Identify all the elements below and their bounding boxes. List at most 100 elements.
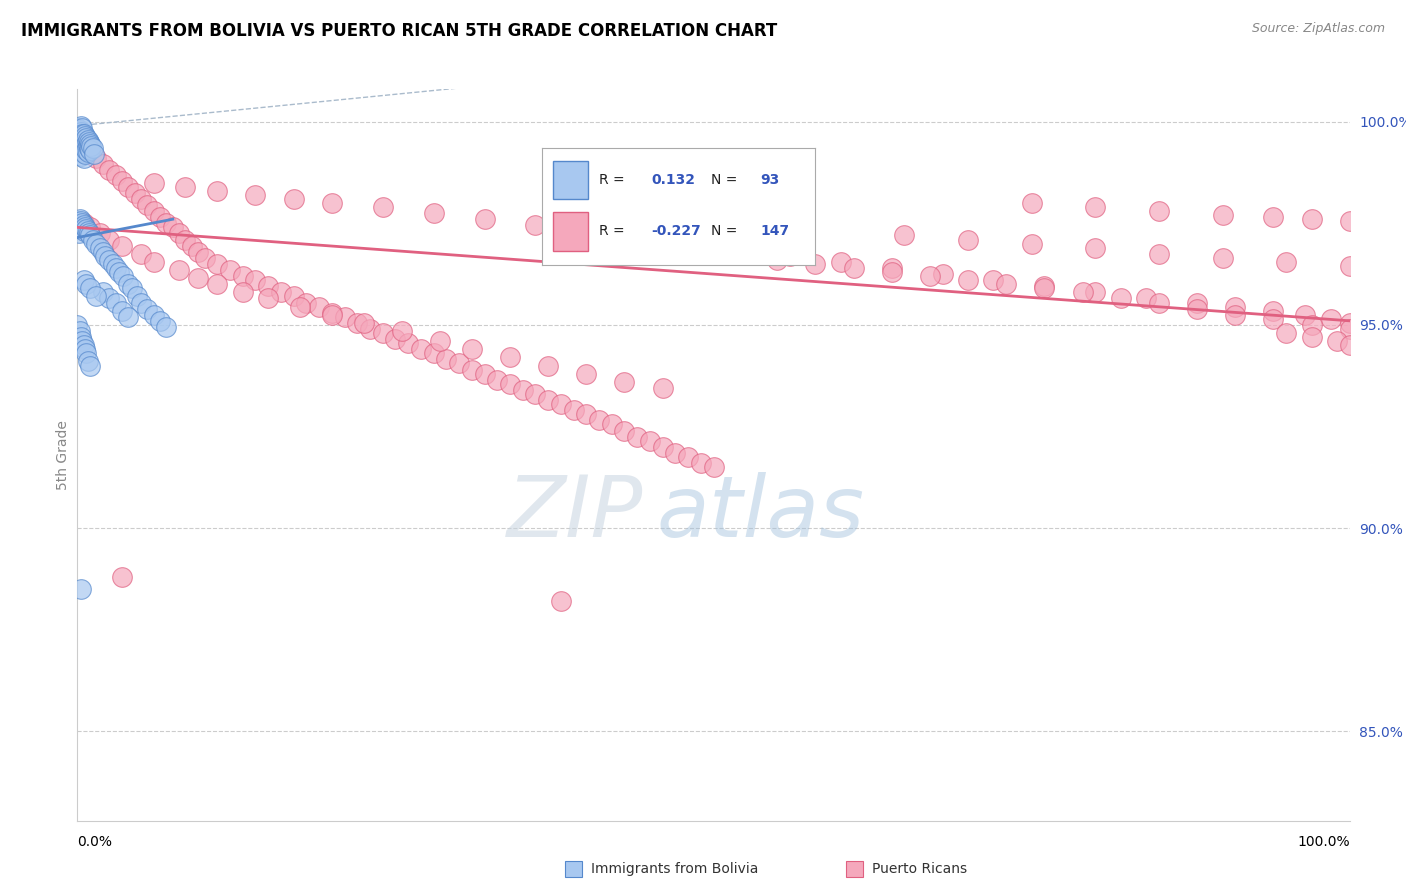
Point [321, 306, 343, 320]
Point [308, 300, 330, 314]
Point [86, 236, 108, 251]
Point [664, 446, 686, 460]
Point [1212, 208, 1234, 222]
Point [434, 352, 457, 367]
Point [66, 214, 89, 228]
Point [728, 243, 751, 257]
Point [149, 314, 172, 328]
Point [72, 216, 94, 230]
Point [77, 141, 100, 155]
Point [1021, 236, 1043, 251]
Point [703, 460, 725, 475]
Point [77, 227, 100, 241]
Point [880, 265, 903, 279]
Point [537, 359, 560, 373]
Point [73, 219, 96, 233]
Point [75, 143, 97, 157]
Text: 0.0%: 0.0% [77, 835, 112, 849]
Point [391, 324, 413, 338]
Point [429, 334, 451, 348]
Point [70, 214, 93, 228]
Point [346, 316, 368, 330]
Point [575, 407, 598, 421]
Point [108, 265, 131, 279]
Point [104, 260, 127, 275]
Point [384, 332, 406, 346]
Point [626, 430, 648, 444]
Point [121, 281, 143, 295]
Point [842, 260, 865, 275]
Point [76, 139, 98, 153]
Point [91, 285, 114, 300]
Point [1339, 322, 1361, 336]
Point [219, 263, 242, 277]
Text: Immigrants from Bolivia: Immigrants from Bolivia [591, 862, 758, 876]
Point [69, 219, 91, 233]
Point [117, 310, 139, 324]
Point [98, 252, 121, 267]
Point [1084, 241, 1107, 255]
Point [111, 238, 134, 252]
Point [524, 387, 547, 401]
Point [371, 326, 394, 340]
Point [111, 173, 134, 187]
Point [893, 228, 915, 243]
Point [931, 267, 953, 281]
Point [995, 277, 1018, 292]
Point [1147, 295, 1170, 310]
Point [359, 322, 381, 336]
Point [1301, 318, 1323, 332]
Point [73, 273, 96, 287]
Point [194, 251, 217, 265]
Point [575, 367, 598, 381]
Point [651, 381, 673, 395]
Point [283, 192, 305, 206]
Point [283, 289, 305, 303]
Point [89, 227, 111, 241]
Point [499, 376, 522, 391]
Point [91, 157, 114, 171]
Point [75, 277, 97, 292]
Point [1147, 204, 1170, 219]
Point [129, 295, 152, 310]
Point [70, 330, 93, 344]
Point [1301, 212, 1323, 227]
Point [232, 269, 254, 284]
Point [474, 212, 496, 227]
Point [461, 343, 484, 357]
Point [82, 233, 104, 247]
Point [371, 200, 394, 214]
Point [142, 176, 165, 190]
Text: 100.0%: 100.0% [1298, 835, 1350, 849]
Point [149, 210, 172, 224]
Point [142, 308, 165, 322]
Point [77, 135, 100, 149]
Point [180, 238, 202, 252]
Point [142, 255, 165, 269]
Point [474, 367, 496, 381]
Point [245, 273, 267, 287]
Point [66, 120, 89, 135]
Point [1109, 292, 1132, 306]
Point [1339, 259, 1361, 273]
Point [79, 281, 101, 295]
Point [86, 289, 108, 303]
Point [295, 295, 318, 310]
Point [76, 354, 98, 368]
Text: Source: ZipAtlas.com: Source: ZipAtlas.com [1251, 22, 1385, 36]
Point [73, 151, 96, 165]
Point [524, 219, 547, 233]
Point [72, 120, 94, 135]
Point [207, 277, 229, 292]
Point [537, 392, 560, 407]
Point [73, 127, 96, 141]
Point [104, 168, 127, 182]
Point [422, 206, 444, 220]
Point [766, 252, 789, 267]
Point [67, 125, 90, 139]
Point [127, 289, 149, 303]
Point [98, 292, 121, 306]
Point [257, 292, 280, 306]
Point [69, 131, 91, 145]
Point [1263, 210, 1285, 224]
